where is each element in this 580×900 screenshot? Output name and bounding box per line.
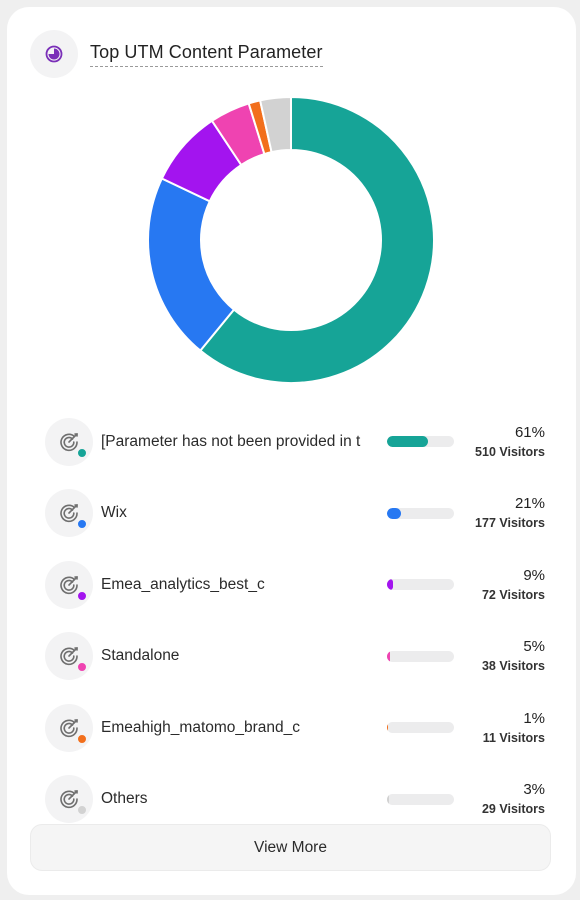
list-item-stats: 21% 177 Visitors (475, 494, 545, 532)
share-bar-fill (387, 579, 394, 591)
share-bar (387, 579, 454, 591)
share-bar-fill (387, 650, 391, 662)
series-color-dot (77, 805, 87, 816)
list-item-label: Emeahigh_matomo_brand_c (101, 718, 301, 736)
target-icon (45, 775, 93, 824)
utm-content-widget: Top UTM Content Parameter [Parameter has… (7, 7, 576, 895)
list-item-visitors: 11 Visitors (482, 730, 545, 745)
list-item-label: [Parameter has not been provided in the … (101, 432, 361, 450)
donut-slice-0[interactable] (198, 95, 435, 384)
view-more-button[interactable]: View More (30, 824, 551, 871)
list-item-percent: 61% (514, 423, 545, 441)
list-item-percent: 3% (523, 781, 545, 799)
share-bar-fill (387, 722, 389, 734)
list-item-label: Wix (101, 504, 127, 522)
list-item[interactable]: Emeahigh_matomo_brand_c 1% 11 Visitors (45, 692, 545, 764)
series-color-dot (77, 590, 87, 601)
widget-title[interactable]: Top UTM Content Parameter (90, 42, 323, 67)
donut-slice-5[interactable] (258, 95, 292, 154)
list-item-percent: 9% (523, 566, 545, 584)
share-bar (387, 722, 454, 734)
list-item[interactable]: Wix 21% 177 Visitors (45, 478, 545, 550)
target-icon (45, 560, 93, 609)
list-item-visitors: 510 Visitors (475, 444, 545, 459)
share-bar (387, 436, 454, 448)
share-bar-fill (387, 436, 428, 448)
list-item-label: Emea_analytics_best_c (101, 575, 265, 593)
target-icon (45, 417, 93, 466)
donut-chart-svg (147, 95, 435, 384)
list-item-visitors: 29 Visitors (481, 802, 545, 817)
list-item-visitors: 72 Visitors (481, 587, 545, 602)
share-bar-fill (387, 507, 402, 519)
list-item-label: Standalone (101, 647, 180, 665)
donut-slice-1[interactable] (147, 177, 236, 352)
target-icon (45, 489, 93, 538)
series-color-dot (77, 733, 87, 744)
list-item-stats: 9% 72 Visitors (482, 566, 545, 604)
series-color-dot (77, 662, 87, 673)
list-item-stats: 1% 11 Visitors (483, 709, 545, 747)
share-bar (387, 793, 454, 805)
donut-chart (147, 95, 435, 384)
list-item[interactable]: Others 3% 29 Visitors (45, 764, 545, 836)
list-item-stats: 3% 29 Visitors (482, 780, 545, 818)
list-item-percent: 21% (514, 495, 545, 513)
list-item-percent: 1% (523, 709, 545, 727)
list-item[interactable]: [Parameter has not been provided in the … (45, 406, 545, 478)
share-bar (387, 650, 454, 662)
list-item-percent: 5% (523, 638, 545, 656)
list-item-stats: 61% 510 Visitors (475, 423, 545, 461)
widget-header: Top UTM Content Parameter (30, 30, 323, 78)
utm-content-list: [Parameter has not been provided in the … (45, 406, 545, 835)
list-item-stats: 5% 38 Visitors (482, 637, 545, 675)
target-icon (45, 703, 93, 752)
list-item[interactable]: Standalone 5% 38 Visitors (45, 621, 545, 693)
list-item-label: Others (101, 790, 148, 808)
list-item-visitors: 38 Visitors (481, 659, 545, 674)
list-item-visitors: 177 Visitors (475, 516, 545, 531)
series-color-dot (77, 519, 87, 530)
share-bar (387, 507, 454, 519)
pie-chart-icon (30, 30, 78, 78)
series-color-dot (77, 447, 87, 458)
list-item[interactable]: Emea_analytics_best_c 9% 72 Visitors (45, 549, 545, 621)
share-bar-fill (387, 793, 389, 805)
target-icon (45, 632, 93, 681)
